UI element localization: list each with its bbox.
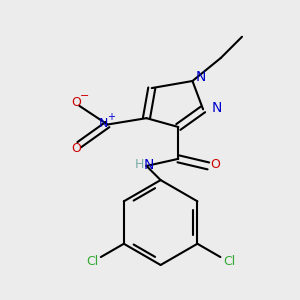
Text: N: N (211, 100, 222, 115)
Text: N: N (196, 70, 206, 85)
Text: H: H (135, 158, 144, 171)
Text: N: N (144, 158, 154, 172)
Text: O: O (210, 158, 220, 171)
Text: Cl: Cl (86, 256, 98, 268)
Text: N: N (99, 117, 108, 130)
Text: −: − (80, 91, 89, 101)
Text: O: O (71, 142, 81, 155)
Text: +: + (107, 112, 115, 122)
Text: Cl: Cl (223, 256, 235, 268)
Text: O: O (71, 96, 81, 110)
